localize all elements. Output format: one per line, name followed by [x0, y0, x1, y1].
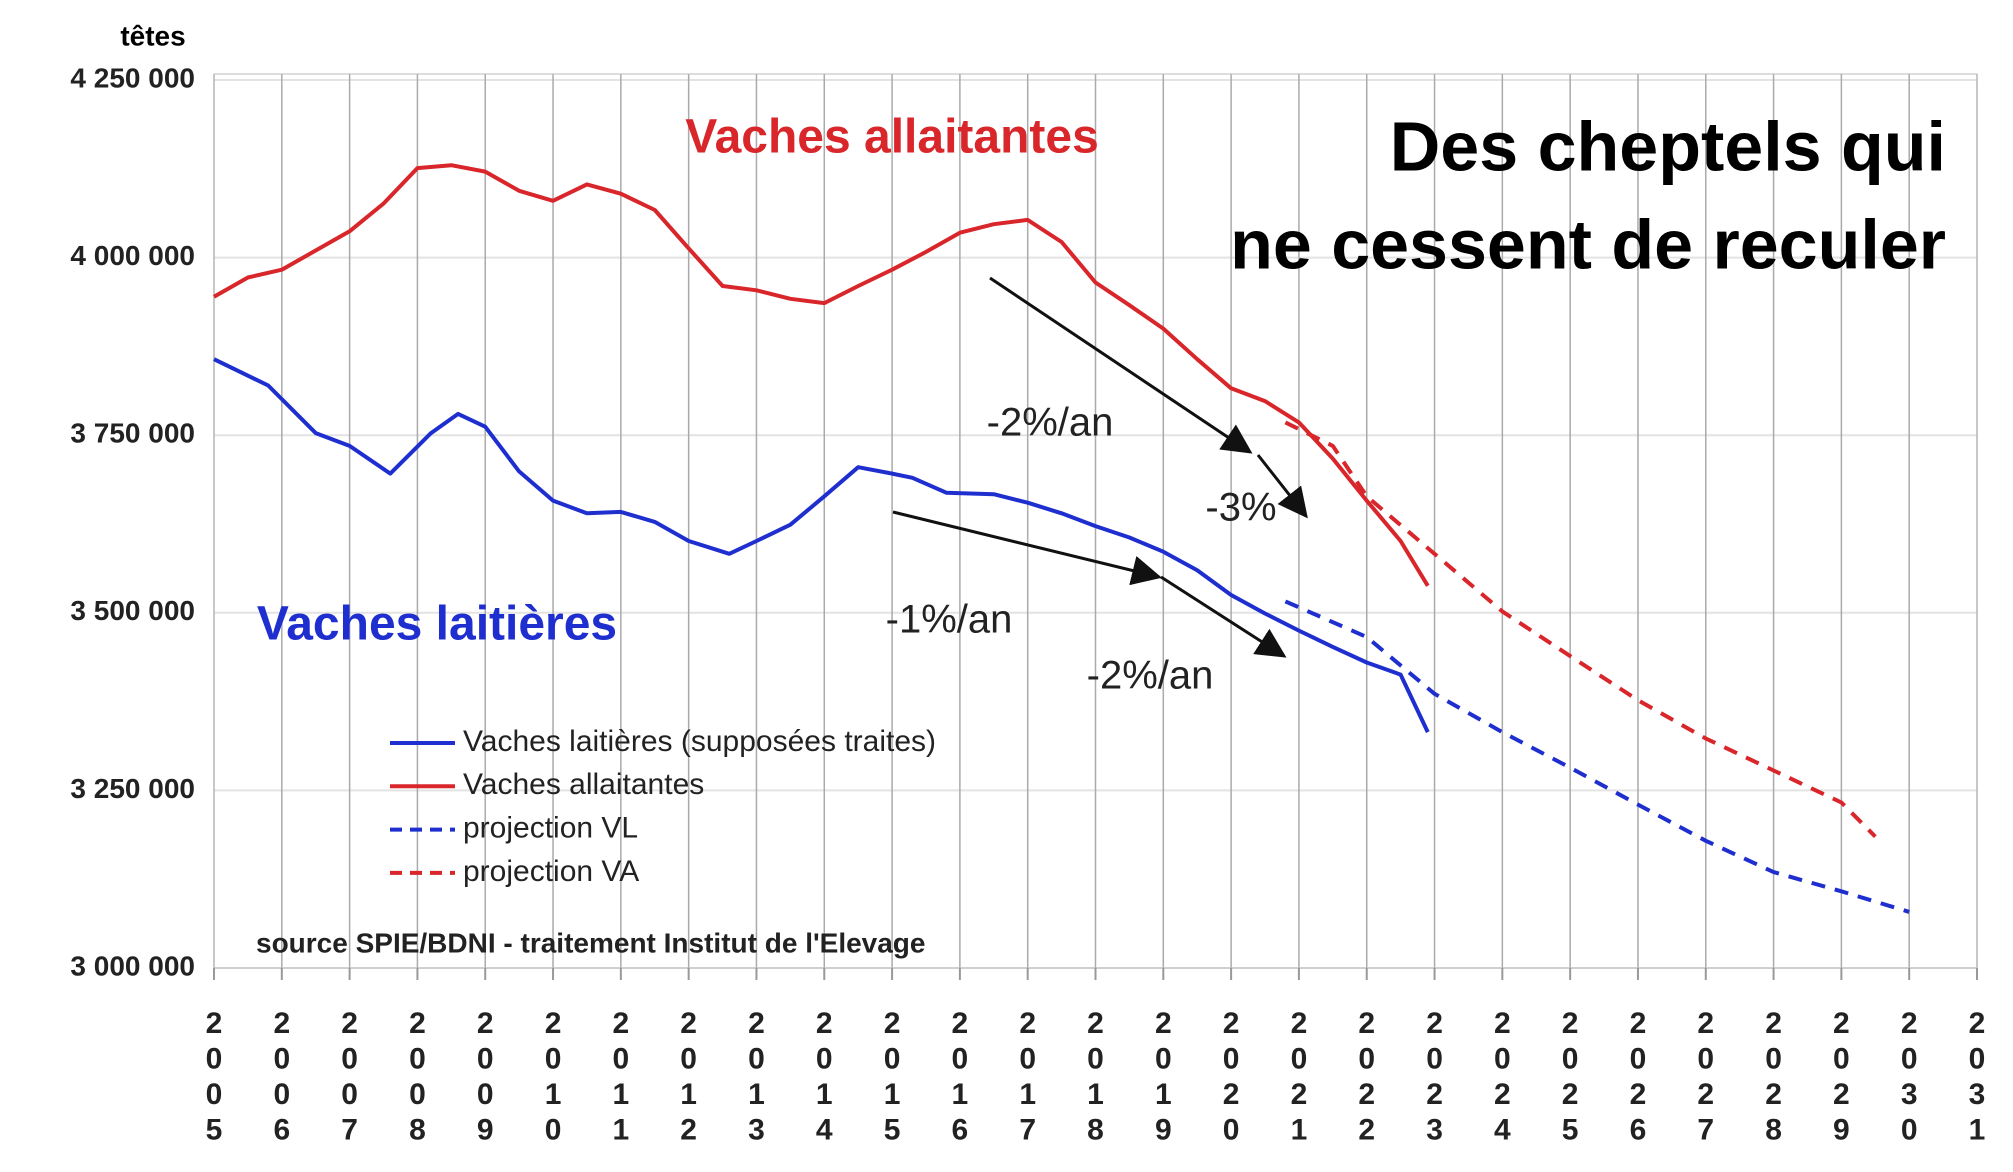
- series-line: [1284, 420, 1877, 839]
- rate-annotation: -2%/an: [987, 401, 1114, 445]
- legend-label: projection VA: [463, 855, 639, 888]
- y-tick-label: 3 500 000: [70, 595, 195, 626]
- legend-label: Vaches allaitantes: [463, 768, 704, 801]
- trend-arrows: [892, 276, 1308, 658]
- y-tick-label: 4 250 000: [70, 62, 195, 93]
- series-line: [1284, 599, 1910, 914]
- legend-label: Vaches laitières (supposées traites): [463, 725, 936, 758]
- series-line: [213, 163, 1430, 587]
- rate-annotation: -1%/an: [886, 598, 1013, 642]
- series-label: Vaches laitières: [257, 598, 617, 651]
- series-line: [213, 357, 1430, 733]
- rate-annotation: -2%/an: [1087, 654, 1214, 698]
- y-tick-label: 3 250 000: [70, 773, 195, 804]
- legend-label: projection VL: [463, 812, 638, 845]
- y-tick-label: 3 750 000: [70, 418, 195, 449]
- y-tick-label: 3 000 000: [70, 950, 195, 981]
- legend: Vaches laitières (supposées traites) Vach…: [390, 725, 936, 888]
- y-axis-label: têtes: [120, 20, 185, 51]
- y-tick-label: 4 000 000: [70, 240, 195, 271]
- chart-title: Des cheptels qui: [1390, 107, 1946, 185]
- grid: [213, 74, 1978, 969]
- rate-annotation: -3%: [1205, 486, 1276, 530]
- chart-title: ne cessent de reculer: [1230, 205, 1946, 283]
- source-note: source SPIE/BDNI - traitement Institut d…: [256, 927, 925, 958]
- series-label: Vaches allaitantes: [685, 111, 1099, 164]
